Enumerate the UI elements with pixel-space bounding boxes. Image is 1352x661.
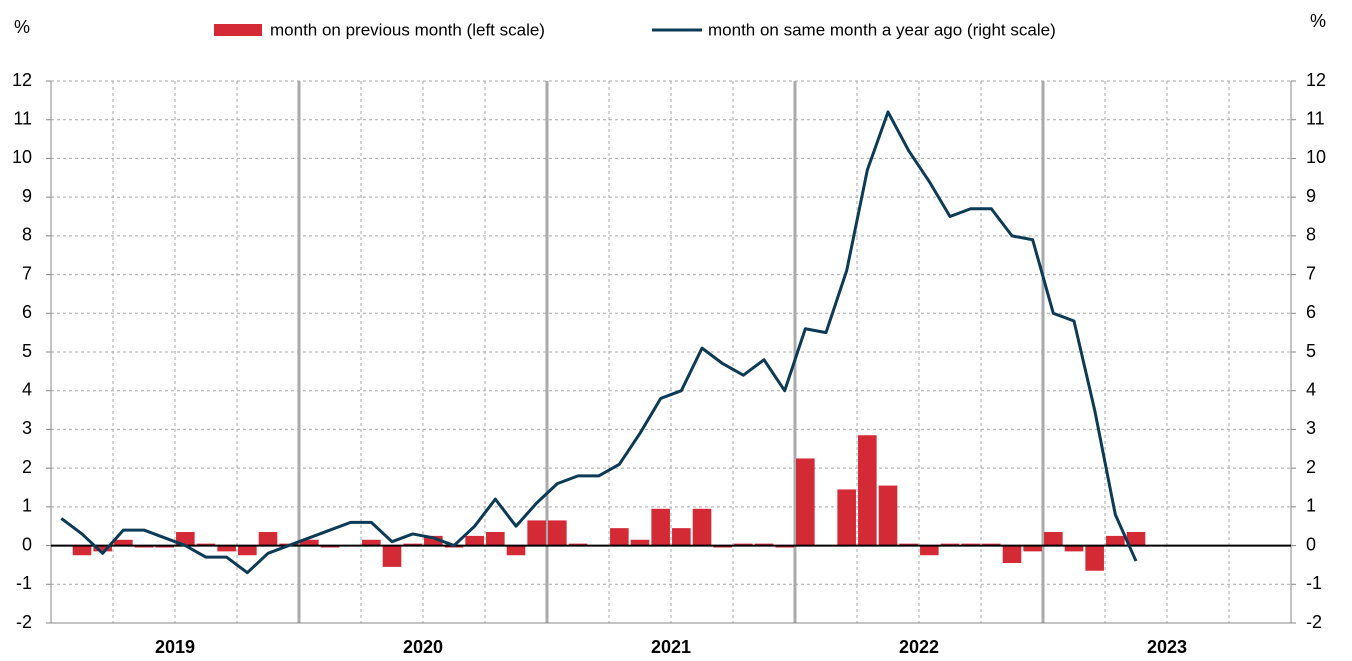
y2-tick-label: 8 [1306, 225, 1316, 245]
y-tick-label: 4 [22, 379, 32, 399]
legend-swatch [214, 24, 262, 36]
x-tick-label: 2020 [403, 637, 443, 657]
x-tick-label: 2023 [1147, 637, 1187, 657]
y-tick-label: 1 [22, 496, 32, 516]
y2-unit: % [1310, 11, 1326, 31]
y2-tick-label: 6 [1306, 302, 1316, 322]
line [60, 110, 1138, 575]
y-tick-label: 9 [22, 186, 32, 206]
bar [1023, 545, 1042, 552]
bar [1044, 532, 1063, 546]
bar [548, 520, 567, 546]
y-tick-label: 7 [22, 263, 32, 283]
bar [672, 528, 691, 546]
bar [630, 539, 650, 546]
y-tick-label: 10 [12, 147, 32, 167]
y-tick-label: 12 [12, 70, 32, 90]
bar [506, 545, 526, 556]
bar [486, 532, 505, 546]
bar [920, 545, 939, 556]
x-tick-label: 2021 [651, 637, 691, 657]
y-tick-label: 11 [13, 108, 32, 128]
bar [465, 535, 484, 546]
bar [258, 532, 278, 546]
bar [527, 520, 546, 546]
bar [424, 535, 443, 546]
bar [72, 545, 92, 556]
bar [300, 539, 319, 546]
bar [692, 508, 712, 546]
y2-tick-label: -2 [1306, 612, 1322, 632]
bar [217, 545, 236, 552]
bar [878, 485, 898, 546]
bar [1085, 545, 1104, 571]
y2-tick-label: -1 [1306, 573, 1322, 593]
bar [1064, 545, 1084, 552]
y2-tick-label: 11 [1306, 108, 1325, 128]
bar [114, 539, 133, 546]
y-tick-label: 2 [22, 457, 32, 477]
bar [93, 545, 112, 552]
y-tick-label: 6 [22, 302, 32, 322]
y2-tick-label: 2 [1306, 457, 1316, 477]
bar [238, 545, 257, 556]
y-tick-label: 5 [22, 341, 32, 361]
bar [796, 458, 815, 546]
y2-tick-label: 9 [1306, 186, 1316, 206]
y2-tick-label: 0 [1306, 534, 1316, 554]
bar [1106, 535, 1125, 546]
x-tick-label: 2019 [155, 637, 195, 657]
y-tick-label: -1 [16, 573, 32, 593]
bar [610, 528, 629, 546]
bar [176, 532, 195, 546]
y-tick-label: 0 [22, 534, 32, 554]
bar [837, 489, 856, 546]
y-tick-label: 8 [22, 225, 32, 245]
y2-tick-label: 1 [1306, 496, 1316, 516]
y2-tick-label: 3 [1306, 418, 1316, 438]
legend-label: month on previous month (left scale) [270, 20, 545, 39]
y-tick-label: -2 [16, 612, 32, 632]
x-tick-label: 2022 [899, 637, 939, 657]
bar [858, 435, 877, 546]
bar [1002, 545, 1022, 563]
y2-tick-label: 4 [1306, 379, 1316, 399]
y2-tick-label: 5 [1306, 341, 1316, 361]
bar [362, 539, 381, 546]
bar [1126, 532, 1146, 546]
y2-tick-label: 7 [1306, 263, 1316, 283]
y-unit: % [14, 17, 30, 37]
y2-tick-label: 12 [1306, 70, 1326, 90]
bar [651, 508, 670, 546]
legend-label: month on same month a year ago (right sc… [708, 20, 1056, 39]
bar [382, 545, 402, 567]
y2-tick-label: 10 [1306, 147, 1326, 167]
y-tick-label: 3 [22, 418, 32, 438]
